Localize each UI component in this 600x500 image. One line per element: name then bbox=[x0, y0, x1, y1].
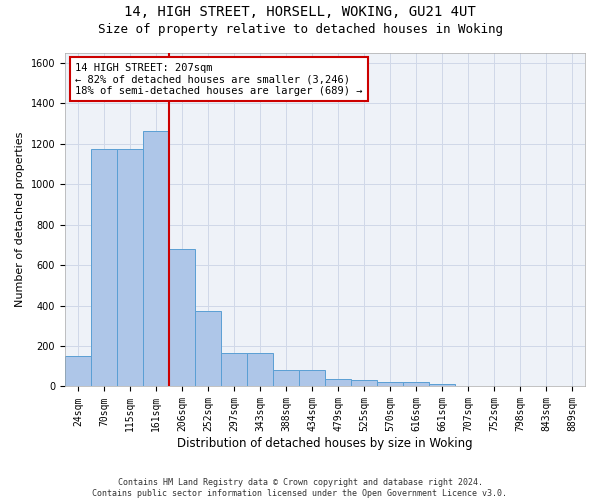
Bar bbox=[299, 370, 325, 386]
Bar bbox=[352, 380, 377, 386]
Bar bbox=[377, 382, 403, 386]
X-axis label: Distribution of detached houses by size in Woking: Distribution of detached houses by size … bbox=[177, 437, 473, 450]
Bar bbox=[65, 356, 91, 386]
Bar bbox=[117, 148, 143, 386]
Bar bbox=[273, 370, 299, 386]
Bar bbox=[143, 132, 169, 386]
Bar bbox=[169, 249, 195, 386]
Text: 14 HIGH STREET: 207sqm
← 82% of detached houses are smaller (3,246)
18% of semi-: 14 HIGH STREET: 207sqm ← 82% of detached… bbox=[76, 62, 363, 96]
Bar bbox=[403, 382, 429, 386]
Bar bbox=[221, 353, 247, 386]
Bar bbox=[91, 148, 117, 386]
Text: 14, HIGH STREET, HORSELL, WOKING, GU21 4UT: 14, HIGH STREET, HORSELL, WOKING, GU21 4… bbox=[124, 5, 476, 19]
Bar bbox=[196, 310, 221, 386]
Text: Size of property relative to detached houses in Woking: Size of property relative to detached ho… bbox=[97, 22, 503, 36]
Y-axis label: Number of detached properties: Number of detached properties bbox=[15, 132, 25, 307]
Bar bbox=[247, 353, 273, 386]
Bar bbox=[325, 380, 351, 386]
Text: Contains HM Land Registry data © Crown copyright and database right 2024.
Contai: Contains HM Land Registry data © Crown c… bbox=[92, 478, 508, 498]
Bar bbox=[429, 384, 455, 386]
